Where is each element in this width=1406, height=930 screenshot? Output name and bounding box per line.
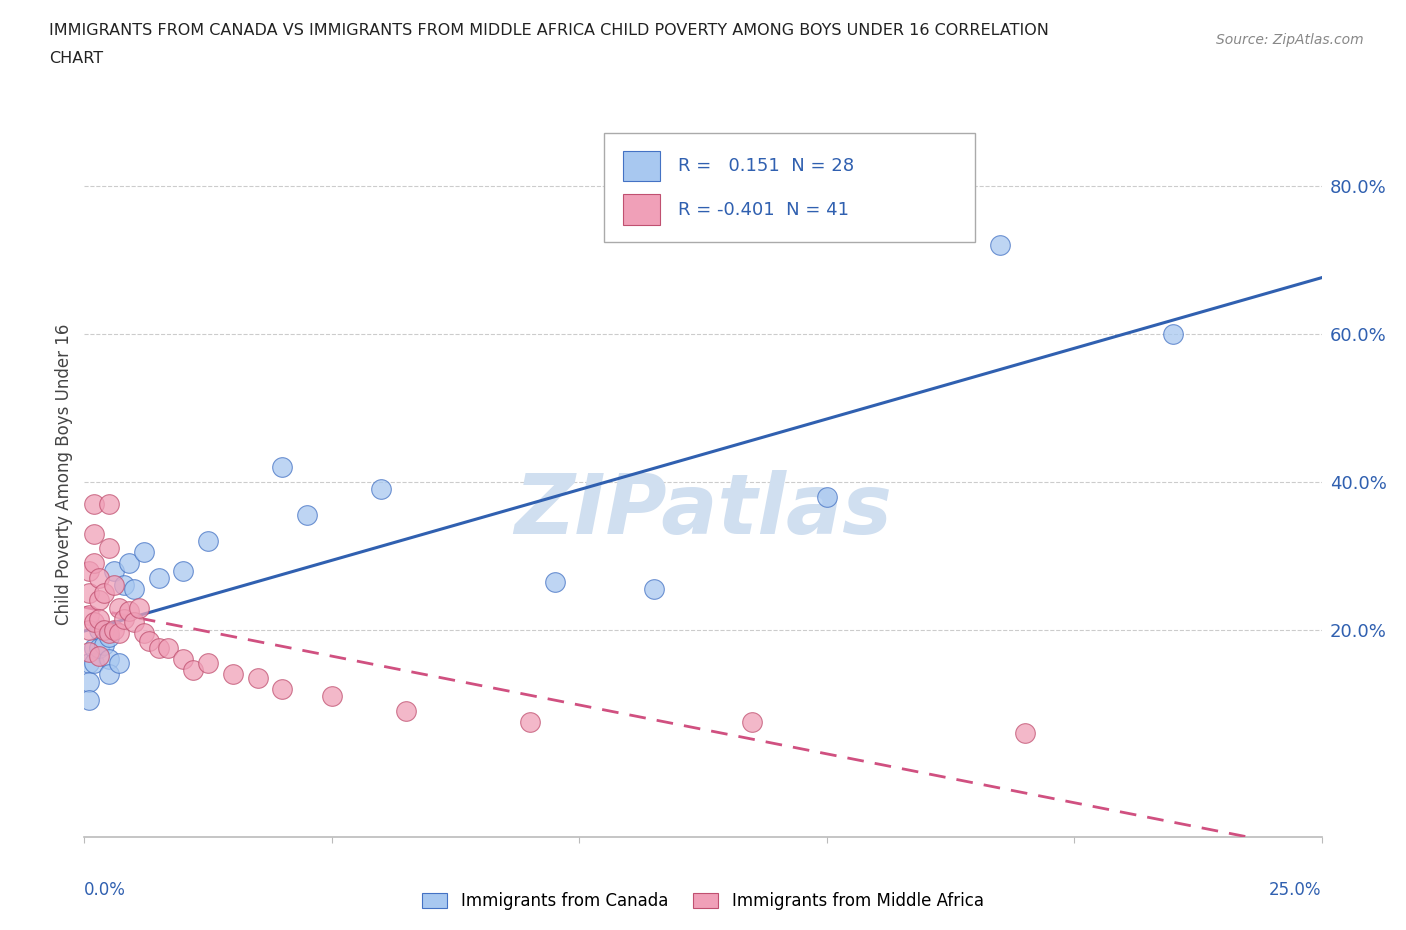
Point — [815, 489, 838, 504]
Point — [79, 607, 101, 622]
Point — [197, 656, 219, 671]
Point — [148, 641, 170, 656]
FancyBboxPatch shape — [623, 151, 659, 181]
Point — [132, 545, 155, 560]
Point — [79, 644, 101, 659]
Point — [1014, 726, 1036, 741]
Point — [79, 656, 101, 671]
Point — [93, 622, 115, 637]
Text: IMMIGRANTS FROM CANADA VS IMMIGRANTS FROM MIDDLE AFRICA CHILD POVERTY AMONG BOYS: IMMIGRANTS FROM CANADA VS IMMIGRANTS FRO… — [49, 23, 1049, 38]
Point — [89, 641, 111, 656]
Point — [157, 641, 180, 656]
Point — [108, 656, 131, 671]
Point — [79, 585, 101, 600]
Text: Source: ZipAtlas.com: Source: ZipAtlas.com — [1216, 33, 1364, 46]
Point — [98, 652, 121, 667]
Point — [83, 656, 105, 671]
Point — [103, 578, 125, 592]
Point — [89, 592, 111, 607]
Point — [543, 574, 565, 589]
Point — [83, 556, 105, 571]
Point — [93, 637, 115, 652]
Point — [118, 556, 141, 571]
Point — [271, 682, 294, 697]
Point — [108, 626, 131, 641]
Point — [83, 641, 105, 656]
Point — [271, 459, 294, 474]
Point — [988, 237, 1011, 252]
FancyBboxPatch shape — [623, 194, 659, 225]
Point — [98, 667, 121, 682]
Text: CHART: CHART — [49, 51, 103, 66]
Point — [98, 630, 121, 644]
Point — [138, 633, 160, 648]
Point — [108, 600, 131, 615]
Point — [222, 667, 245, 682]
Point — [98, 626, 121, 641]
Point — [246, 671, 269, 685]
Point — [103, 563, 125, 578]
Text: R = -0.401  N = 41: R = -0.401 N = 41 — [678, 201, 849, 219]
Point — [122, 581, 145, 596]
Point — [295, 508, 318, 523]
Point — [1161, 326, 1184, 341]
Point — [79, 622, 101, 637]
Point — [122, 615, 145, 630]
Point — [103, 622, 125, 637]
Point — [519, 715, 541, 730]
Legend: Immigrants from Canada, Immigrants from Middle Africa: Immigrants from Canada, Immigrants from … — [416, 885, 990, 917]
FancyBboxPatch shape — [605, 133, 976, 242]
Point — [132, 626, 155, 641]
Point — [83, 615, 105, 630]
Point — [395, 704, 418, 719]
Point — [98, 497, 121, 512]
Text: ZIPatlas: ZIPatlas — [515, 470, 891, 551]
Point — [118, 604, 141, 618]
Y-axis label: Child Poverty Among Boys Under 16: Child Poverty Among Boys Under 16 — [55, 324, 73, 625]
Point — [83, 497, 105, 512]
Point — [321, 689, 343, 704]
Point — [181, 663, 204, 678]
Point — [89, 611, 111, 626]
Point — [643, 581, 665, 596]
Point — [148, 570, 170, 585]
Point — [89, 570, 111, 585]
Point — [98, 541, 121, 556]
Point — [93, 585, 115, 600]
Point — [89, 622, 111, 637]
Point — [79, 674, 101, 689]
Point — [172, 563, 194, 578]
Point — [83, 526, 105, 541]
Point — [89, 648, 111, 663]
Point — [112, 611, 135, 626]
Point — [741, 715, 763, 730]
Text: 25.0%: 25.0% — [1270, 881, 1322, 898]
Point — [79, 563, 101, 578]
Point — [370, 482, 392, 497]
Point — [79, 693, 101, 708]
Point — [112, 578, 135, 592]
Point — [197, 534, 219, 549]
Point — [172, 652, 194, 667]
Text: R =   0.151  N = 28: R = 0.151 N = 28 — [678, 157, 855, 175]
Point — [128, 600, 150, 615]
Text: 0.0%: 0.0% — [84, 881, 127, 898]
